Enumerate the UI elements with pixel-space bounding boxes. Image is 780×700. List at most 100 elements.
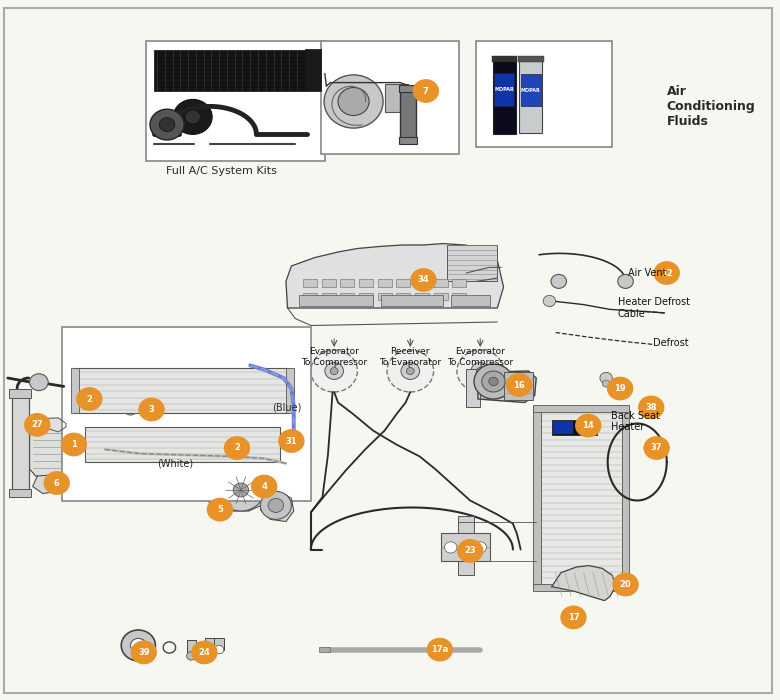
- Bar: [72, 368, 80, 413]
- Text: Full A/C System Kits: Full A/C System Kits: [166, 166, 277, 176]
- Circle shape: [251, 475, 278, 498]
- Circle shape: [224, 436, 250, 460]
- Text: 37: 37: [651, 444, 662, 452]
- Bar: [533, 405, 629, 412]
- Bar: [553, 421, 573, 434]
- Bar: [321, 41, 459, 154]
- Circle shape: [607, 377, 633, 400]
- Bar: [9, 389, 31, 398]
- Circle shape: [644, 436, 670, 460]
- Circle shape: [141, 400, 185, 440]
- Circle shape: [489, 377, 498, 386]
- Circle shape: [401, 363, 420, 379]
- Polygon shape: [202, 458, 278, 511]
- Circle shape: [191, 640, 218, 664]
- Text: 23: 23: [464, 547, 476, 555]
- Circle shape: [185, 110, 200, 124]
- Circle shape: [24, 413, 51, 437]
- Circle shape: [638, 395, 665, 419]
- Text: Evaporator
To Compressor: Evaporator To Compressor: [301, 347, 367, 367]
- Text: 38: 38: [646, 403, 657, 412]
- Text: 5: 5: [217, 505, 223, 514]
- Circle shape: [474, 364, 513, 399]
- Text: 17: 17: [568, 613, 580, 622]
- Text: MOPAR: MOPAR: [521, 88, 541, 93]
- Circle shape: [471, 363, 490, 379]
- Bar: [321, 293, 335, 300]
- Circle shape: [130, 640, 157, 664]
- Circle shape: [268, 498, 284, 512]
- Text: 20: 20: [620, 580, 631, 589]
- Circle shape: [44, 471, 70, 495]
- Polygon shape: [33, 475, 61, 493]
- Bar: [447, 245, 498, 281]
- Bar: [300, 295, 373, 306]
- Text: 17a: 17a: [431, 645, 448, 654]
- Circle shape: [324, 363, 343, 379]
- Circle shape: [311, 350, 357, 392]
- Polygon shape: [261, 494, 294, 522]
- Bar: [434, 279, 448, 287]
- Bar: [492, 56, 517, 62]
- Bar: [536, 407, 623, 588]
- Bar: [434, 293, 448, 300]
- Circle shape: [215, 645, 224, 654]
- Circle shape: [416, 272, 434, 288]
- Circle shape: [61, 433, 87, 456]
- Circle shape: [618, 274, 633, 288]
- Circle shape: [233, 483, 249, 497]
- Text: Heater Defrost
Cable: Heater Defrost Cable: [618, 298, 690, 318]
- Text: 3: 3: [149, 405, 154, 414]
- Circle shape: [198, 416, 245, 459]
- Circle shape: [654, 261, 680, 285]
- Bar: [146, 41, 324, 161]
- Text: 6: 6: [54, 479, 59, 487]
- Polygon shape: [78, 378, 264, 469]
- Bar: [441, 533, 490, 561]
- Circle shape: [130, 638, 146, 652]
- Circle shape: [338, 88, 369, 116]
- Text: Air
Conditioning
Fluids: Air Conditioning Fluids: [667, 85, 756, 128]
- Text: Back Seat
Heater: Back Seat Heater: [611, 411, 660, 432]
- Circle shape: [457, 539, 484, 563]
- Bar: [340, 279, 354, 287]
- Circle shape: [543, 295, 555, 307]
- Text: Receiver
To Evaporator: Receiver To Evaporator: [379, 347, 441, 367]
- Bar: [378, 293, 392, 300]
- Circle shape: [218, 469, 264, 511]
- Bar: [378, 279, 392, 287]
- Bar: [74, 368, 288, 413]
- Circle shape: [477, 368, 484, 374]
- Circle shape: [324, 75, 383, 128]
- Bar: [415, 279, 429, 287]
- Bar: [359, 279, 373, 287]
- Circle shape: [121, 630, 155, 661]
- Text: 39: 39: [138, 648, 150, 657]
- Bar: [452, 293, 466, 300]
- Bar: [385, 84, 408, 112]
- Circle shape: [575, 414, 601, 438]
- Text: 24: 24: [198, 648, 211, 657]
- Circle shape: [30, 374, 48, 391]
- Text: 31: 31: [285, 437, 297, 445]
- Polygon shape: [286, 244, 504, 308]
- Circle shape: [138, 398, 165, 421]
- Bar: [495, 73, 515, 106]
- Bar: [622, 407, 629, 588]
- Bar: [303, 279, 317, 287]
- Text: 2: 2: [87, 395, 92, 403]
- Bar: [477, 41, 612, 147]
- Bar: [12, 395, 29, 493]
- Text: (Blue): (Blue): [272, 402, 301, 412]
- Text: Air Vent: Air Vent: [628, 268, 666, 278]
- Circle shape: [186, 652, 196, 660]
- Polygon shape: [116, 379, 163, 410]
- Circle shape: [173, 99, 212, 134]
- Circle shape: [600, 372, 612, 384]
- Text: 1: 1: [71, 440, 76, 449]
- Circle shape: [612, 573, 639, 596]
- Circle shape: [330, 368, 338, 374]
- Text: (White): (White): [157, 458, 193, 468]
- Text: 4: 4: [261, 482, 267, 491]
- Bar: [186, 640, 196, 652]
